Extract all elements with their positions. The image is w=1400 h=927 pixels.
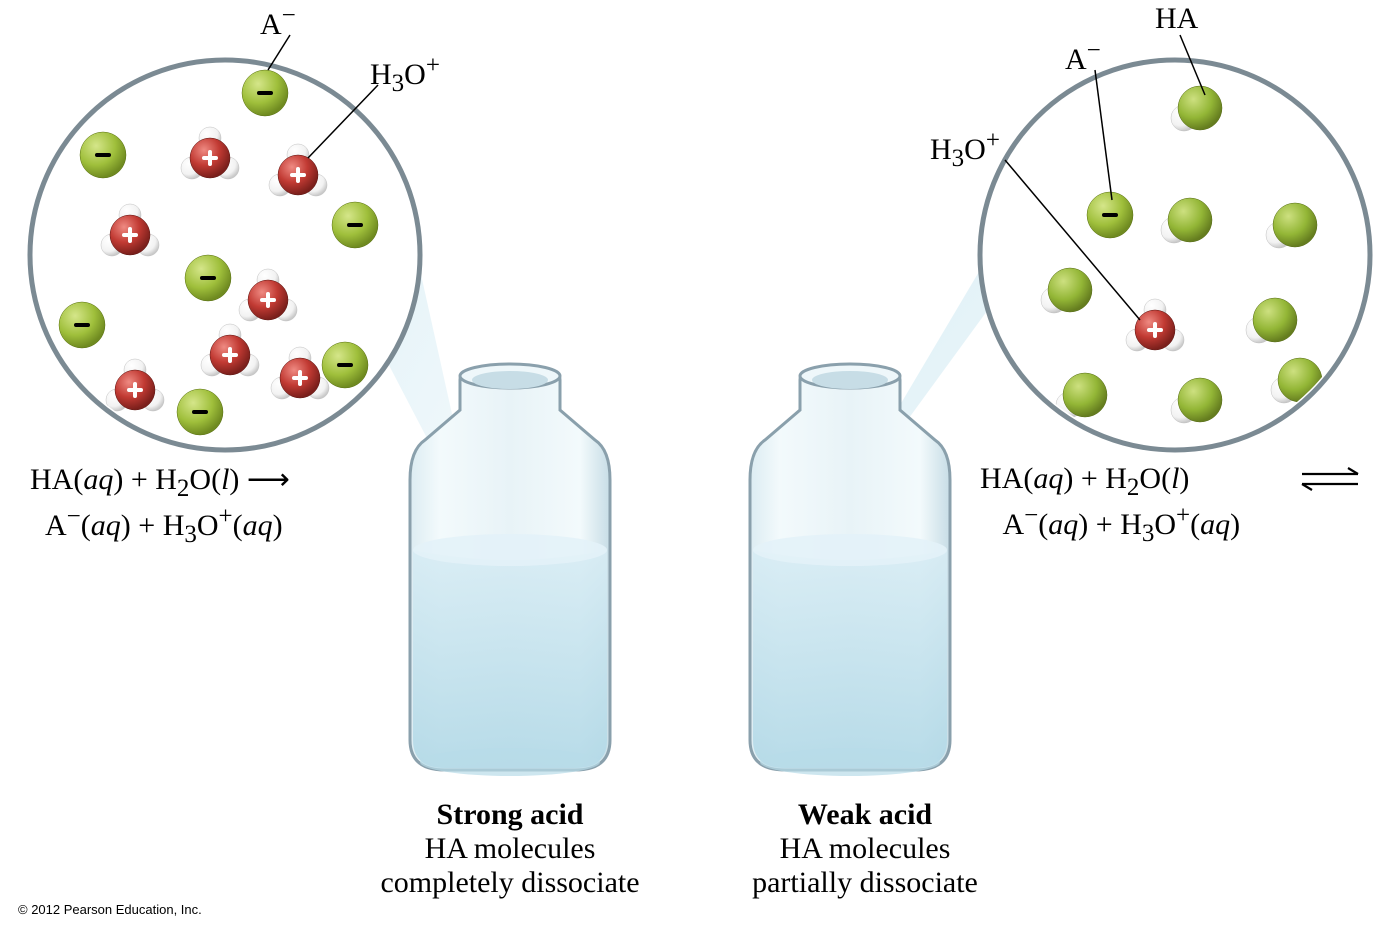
ha-molecule-icon — [1253, 298, 1297, 342]
ha-molecule-icon — [1048, 268, 1092, 312]
label-hydronium-right: H3O+ — [930, 127, 1000, 173]
bottle-left — [410, 364, 610, 776]
equation-strong: HA(aq) + H2O(l) ⟶ A−(aq) + H3O+(aq) — [30, 462, 290, 549]
caption-weak: Weak acid HA molecules partially dissoci… — [700, 798, 1030, 900]
strong-acid-magnifier — [30, 60, 420, 450]
equation-weak: HA(aq) + H2O(l) A−(aq) + H3O+(aq) — [980, 462, 1240, 548]
ha-molecule-icon — [1178, 378, 1222, 422]
weak-acid-magnifier — [980, 60, 1370, 450]
ha-molecule-icon — [1168, 198, 1212, 242]
caption-strong: Strong acid HA molecules completely diss… — [330, 798, 690, 900]
bottle-right — [750, 364, 950, 776]
ha-molecule-icon — [1278, 358, 1322, 402]
copyright-text: © 2012 Pearson Education, Inc. — [18, 902, 202, 917]
ha-molecule-icon — [1178, 86, 1222, 130]
ha-molecule-icon — [1063, 373, 1107, 417]
label-ha-right: HA — [1155, 2, 1198, 36]
label-hydronium-left: H3O+ — [370, 52, 440, 98]
ha-molecule-icon — [1273, 203, 1317, 247]
label-anion-left: A− — [260, 2, 296, 42]
label-anion-right: A− — [1065, 37, 1101, 77]
